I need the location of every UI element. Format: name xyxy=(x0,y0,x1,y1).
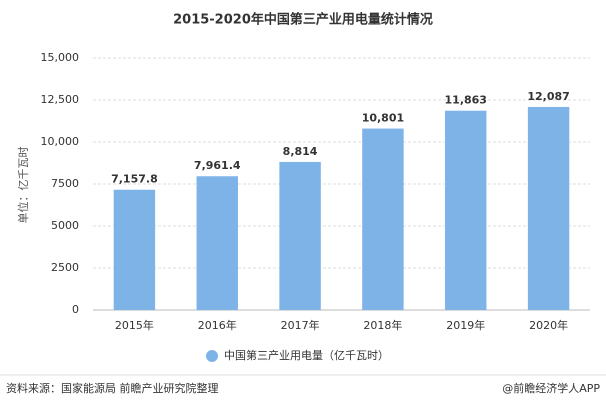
bar xyxy=(113,189,156,310)
x-tick-label: 2015年 xyxy=(115,318,154,332)
footer-credit: @前瞻经济学人APP xyxy=(502,381,600,395)
bar xyxy=(279,161,321,310)
y-tick-label: 10,000 xyxy=(41,135,80,148)
x-tick-label: 2019年 xyxy=(446,318,485,332)
bar xyxy=(362,128,404,310)
y-tick-label: 7500 xyxy=(51,177,79,190)
y-tick-label: 5000 xyxy=(51,219,79,232)
legend-label: 中国第三产业用电量（亿千瓦时） xyxy=(224,348,389,362)
y-tick-label: 2500 xyxy=(51,261,79,274)
y-tick-label: 15,000 xyxy=(41,51,80,64)
value-label: 11,863 xyxy=(445,94,487,107)
bar xyxy=(527,106,570,310)
bar xyxy=(196,176,238,310)
chart-title: 2015-2020年中国第三产业用电量统计情况 xyxy=(173,12,433,28)
y-tick-label: 0 xyxy=(72,303,79,316)
value-label: 8,814 xyxy=(283,145,318,158)
legend-marker xyxy=(206,350,218,362)
value-label: 12,087 xyxy=(527,90,569,103)
y-tick-label: 12,500 xyxy=(41,93,80,106)
x-tick-label: 2017年 xyxy=(281,318,320,332)
x-tick-label: 2018年 xyxy=(363,318,402,332)
x-tick-label: 2016年 xyxy=(198,318,237,332)
value-label: 7,157.8 xyxy=(111,173,158,186)
value-label: 10,801 xyxy=(362,112,404,125)
y-axis-label: 单位：亿千瓦时 xyxy=(16,147,30,224)
bar xyxy=(445,110,487,310)
x-tick-label: 2020年 xyxy=(529,318,568,332)
value-label: 7,961.4 xyxy=(194,159,241,172)
footer-source: 资料来源：国家能源局 前瞻产业研究院整理 xyxy=(6,381,219,395)
